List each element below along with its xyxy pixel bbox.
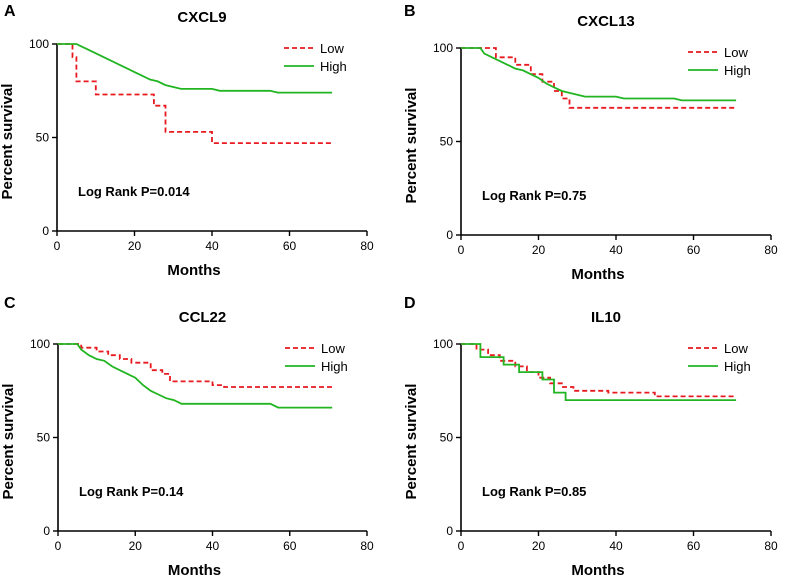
x-axis-label: Months (571, 562, 624, 579)
x-tick-label: 20 (129, 539, 143, 553)
y-tick-label: 50 (440, 431, 454, 445)
y-tick-label: 0 (42, 224, 49, 238)
legend-label-high: High (321, 359, 348, 374)
legend-label-high: High (724, 359, 751, 374)
legend-label-low: Low (724, 341, 748, 356)
x-tick-label: 0 (458, 243, 465, 257)
x-tick-label: 20 (128, 239, 142, 253)
x-axis-label: Months (167, 262, 220, 279)
y-axis-label: Percent survival (403, 88, 420, 204)
x-tick-label: 20 (532, 243, 546, 257)
series-line-high (57, 43, 333, 94)
chart-title: IL10 (591, 309, 621, 326)
x-tick-label: 60 (283, 239, 297, 253)
x-tick-label: 60 (687, 243, 701, 257)
y-axis-label: Percent survival (0, 384, 17, 500)
log-rank-annotation: Log Rank P=0.75 (482, 188, 586, 203)
x-tick-label: 20 (532, 539, 546, 553)
chart-title: CCL22 (179, 309, 227, 326)
x-tick-label: 40 (206, 539, 220, 553)
panel-letter: C (4, 295, 16, 312)
y-tick-label: 100 (433, 41, 453, 55)
series-line-high (58, 343, 333, 409)
log-rank-annotation: Log Rank P=0.14 (79, 484, 184, 499)
panel-c: C CCL22 0 20 40 60 80 0 50 100 Months Percent survi… (0, 295, 374, 579)
panel-letter: D (404, 295, 416, 312)
x-tick-label: 0 (458, 539, 465, 553)
chart-title: CXCL9 (177, 9, 226, 26)
log-rank-annotation: Log Rank P=0.014 (78, 184, 190, 199)
y-tick-label: 50 (440, 135, 454, 149)
x-tick-label: 80 (764, 243, 778, 257)
y-tick-label: 100 (30, 337, 50, 351)
series-line-low (461, 343, 737, 398)
y-tick-label: 0 (446, 228, 453, 242)
y-tick-label: 0 (43, 524, 50, 538)
legend-label-high: High (320, 59, 347, 74)
legend-label-low: Low (321, 341, 345, 356)
x-tick-label: 80 (360, 539, 374, 553)
series-line-low (57, 43, 333, 145)
x-tick-label: 80 (764, 539, 778, 553)
y-tick-label: 50 (36, 131, 50, 145)
y-tick-label: 50 (37, 431, 51, 445)
series-line-low (461, 47, 737, 109)
panel-letter: B (404, 3, 416, 20)
panel-a: A CXCL9 0 20 40 60 80 0 50 100 Months Percent survi… (0, 3, 374, 279)
x-tick-label: 40 (609, 243, 623, 257)
x-tick-label: 80 (360, 239, 374, 253)
x-tick-label: 40 (205, 239, 219, 253)
legend-label-low: Low (724, 45, 748, 60)
series-line-high (461, 47, 737, 102)
x-tick-label: 60 (283, 539, 297, 553)
y-tick-label: 0 (446, 524, 453, 538)
x-tick-label: 40 (609, 539, 623, 553)
x-axis-label: Months (168, 562, 221, 579)
panel-letter: A (4, 3, 16, 20)
y-axis-label: Percent survival (0, 84, 16, 200)
y-tick-label: 100 (29, 37, 49, 51)
legend-label-high: High (724, 63, 751, 78)
panel-d: D IL10 0 20 40 60 80 0 50 100 Months Percent surviv… (403, 295, 778, 579)
panel-b: B CXCL13 0 20 40 60 80 0 50 100 Months Percent surv… (403, 3, 778, 283)
x-tick-label: 0 (54, 239, 61, 253)
x-axis-label: Months (571, 266, 624, 283)
legend-label-low: Low (320, 41, 344, 56)
x-tick-label: 60 (687, 539, 701, 553)
series-line-high (461, 343, 737, 402)
x-tick-label: 0 (55, 539, 62, 553)
y-tick-label: 100 (433, 337, 453, 351)
log-rank-annotation: Log Rank P=0.85 (482, 484, 586, 499)
y-axis-label: Percent survival (403, 384, 420, 500)
series-line-low (58, 343, 333, 388)
chart-title: CXCL13 (577, 13, 635, 30)
